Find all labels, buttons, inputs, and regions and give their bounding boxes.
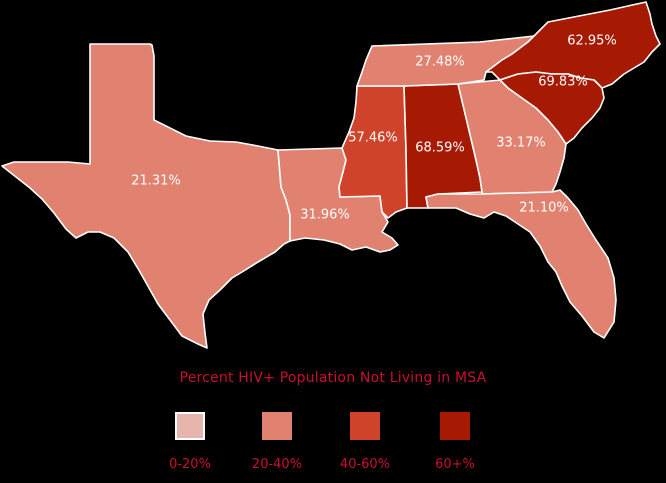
label-alabama: 68.59% (415, 141, 465, 156)
label-louisiana: 31.96% (300, 208, 350, 223)
label-south-carolina: 69.83% (538, 75, 588, 90)
legend-label-60-plus: 60+% (435, 457, 475, 472)
label-mississippi: 57.46% (348, 131, 398, 146)
legend-swatch-40-60 (350, 412, 380, 440)
legend-item-60-plus: 60+% (415, 412, 495, 472)
state-texas (1, 43, 291, 349)
label-tennessee: 27.48% (415, 55, 465, 70)
label-texas: 21.31% (131, 174, 181, 189)
legend-label-0-20: 0-20% (169, 457, 211, 472)
legend-label-40-60: 40-60% (339, 457, 391, 472)
label-florida: 21.10% (519, 201, 569, 216)
legend-label-20-40: 20-40% (251, 457, 303, 472)
legend-title: Percent HIV+ Population Not Living in MS… (179, 370, 487, 386)
label-georgia: 33.17% (496, 136, 546, 151)
label-north-carolina: 62.95% (567, 34, 617, 49)
legend-swatch-60-plus (440, 412, 470, 440)
legend-item-20-40: 20-40% (237, 412, 317, 472)
legend-swatch-20-40 (262, 412, 292, 440)
state-south-carolina (499, 71, 605, 145)
legend-item-40-60: 40-60% (325, 412, 405, 472)
state-florida (425, 189, 617, 339)
legend-swatch-0-20 (175, 412, 205, 440)
legend-item-0-20: 0-20% (150, 412, 230, 472)
